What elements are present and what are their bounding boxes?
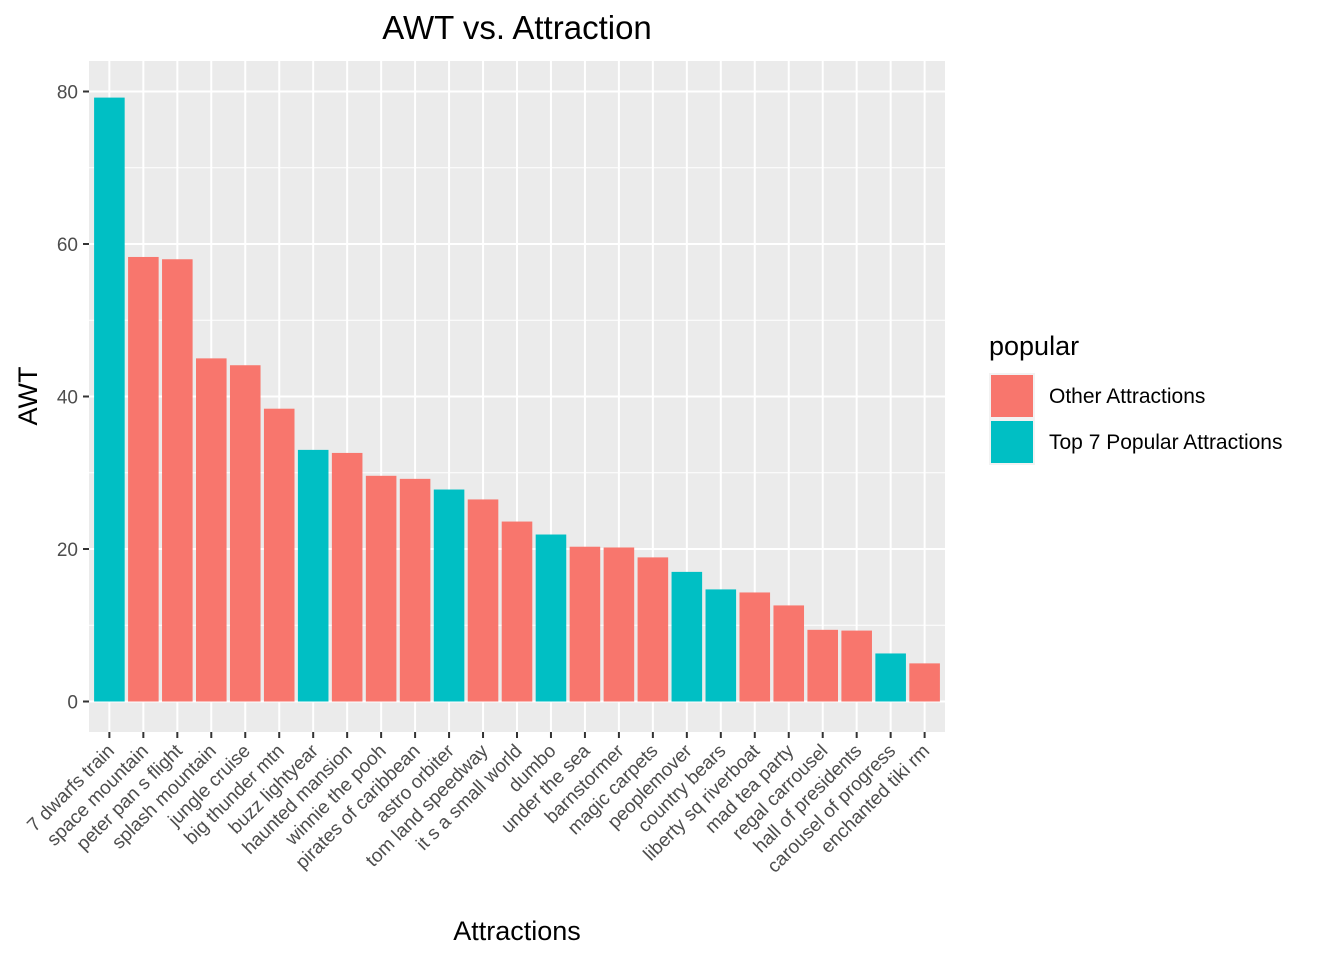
y-tick-label: 40 [57, 388, 78, 409]
y-axis-title: AWT [13, 367, 43, 426]
legend-swatch-other [991, 375, 1033, 417]
bar [603, 547, 635, 702]
bar [671, 571, 703, 702]
bar [569, 546, 601, 702]
bar [399, 478, 431, 702]
bar [263, 408, 295, 702]
bar [637, 557, 669, 702]
x-axis-title: Attractions [453, 916, 581, 946]
bar [196, 358, 227, 702]
bar [162, 259, 193, 702]
y-tick-label: 80 [57, 83, 78, 104]
bar [535, 534, 567, 702]
bar [365, 475, 397, 702]
legend-title: popular [989, 331, 1079, 361]
bar [467, 499, 499, 702]
bar [229, 365, 261, 702]
chart-title: AWT vs. Attraction [382, 9, 652, 46]
bar [94, 97, 125, 702]
legend: popular Other Attractions Top 7 Popular … [989, 331, 1282, 465]
bar [128, 256, 159, 702]
bar [705, 589, 737, 702]
bar [739, 592, 771, 702]
legend-label-top7: Top 7 Popular Attractions [1049, 431, 1282, 454]
legend-label-other: Other Attractions [1049, 385, 1205, 408]
bar [501, 521, 533, 702]
bar-layer [94, 97, 940, 702]
bar [875, 653, 906, 702]
bar [773, 605, 805, 702]
bar [433, 489, 465, 702]
bar [909, 663, 940, 702]
y-tick-label: 60 [57, 235, 78, 256]
bar [807, 629, 838, 702]
y-tick-label: 20 [57, 540, 78, 561]
bar [297, 449, 329, 702]
y-tick-label: 0 [67, 693, 78, 714]
bar [841, 630, 872, 702]
bar [331, 452, 363, 702]
legend-swatch-top7 [991, 421, 1033, 463]
y-axis: 0 20 40 60 80 [57, 83, 89, 714]
